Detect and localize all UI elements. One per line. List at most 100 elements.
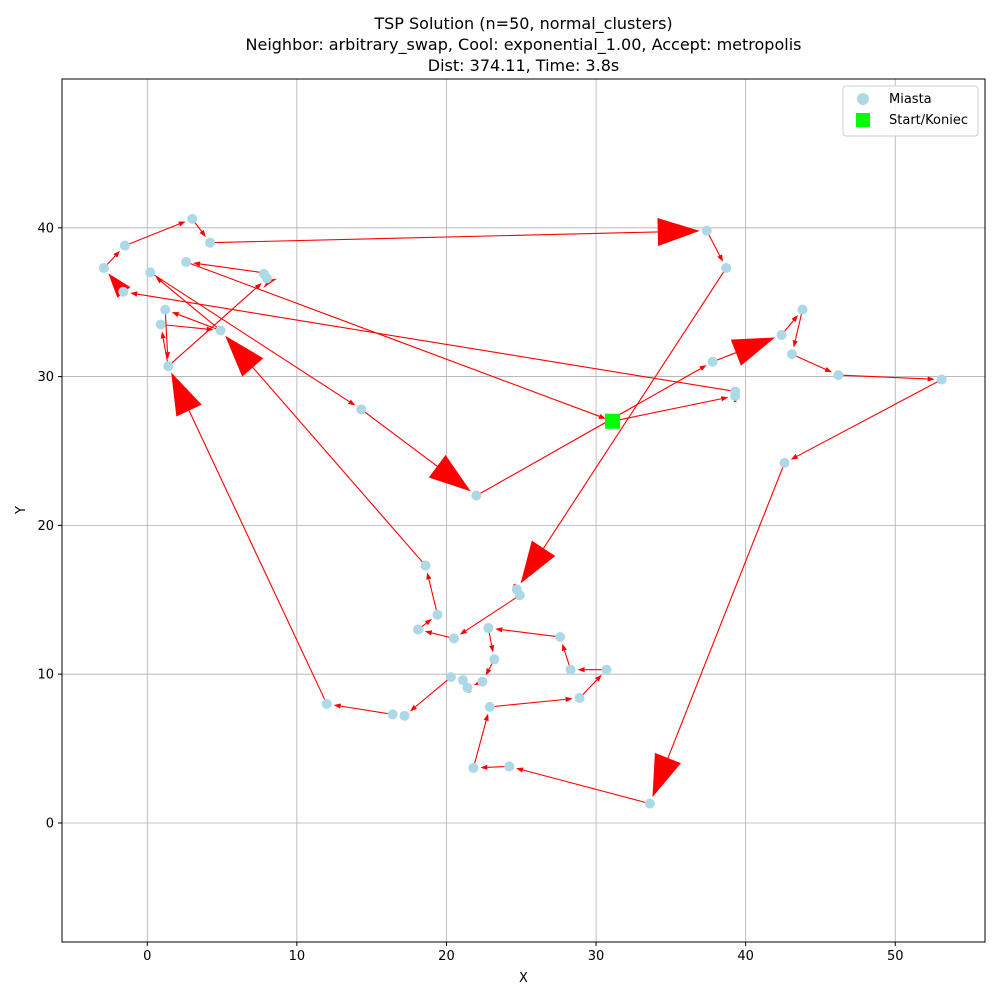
city-point — [258, 268, 269, 279]
route-segment — [210, 231, 658, 244]
city-point — [504, 761, 515, 772]
route-segment — [185, 261, 600, 417]
city-point — [484, 701, 495, 712]
x-tick-label: 0 — [143, 949, 151, 964]
route-arrowhead — [113, 250, 121, 258]
city-point — [118, 286, 129, 297]
route-segment — [791, 353, 826, 370]
axes-frame — [61, 78, 986, 943]
title-line-1: TSP Solution (n=50, normal_clusters) — [373, 14, 672, 34]
route-segment — [188, 410, 328, 705]
route-arrowhead — [155, 276, 163, 284]
route-arrowhead — [720, 396, 729, 402]
route-segment — [543, 267, 727, 549]
city-point — [489, 654, 500, 665]
route-arrowhead — [577, 667, 585, 673]
route-segment — [414, 676, 452, 708]
route-arrowhead — [483, 713, 489, 722]
city-point — [163, 361, 174, 372]
route-segment — [502, 629, 561, 638]
legend-box — [842, 85, 979, 137]
legend-label-cities: Miasta — [889, 92, 932, 107]
route-segment — [124, 223, 180, 247]
route-segment — [612, 398, 722, 422]
city-point — [644, 798, 655, 809]
city-point — [145, 267, 156, 278]
x-tick-label: 20 — [438, 949, 455, 964]
route-arrowhead — [657, 217, 700, 246]
route-segment — [796, 379, 942, 457]
legend-start-marker — [856, 113, 870, 127]
city-point — [457, 675, 468, 686]
route-arrowhead — [717, 254, 723, 262]
route-segment — [340, 705, 393, 715]
route-arrowhead — [652, 752, 681, 798]
legend: Miasta Start/Koniec — [842, 85, 979, 137]
city-point — [468, 762, 479, 773]
x-ticks: 0 10 20 30 40 50 — [143, 942, 904, 964]
route-segment — [465, 594, 521, 632]
route-segment — [160, 323, 207, 330]
x-axis-label: X — [519, 971, 528, 986]
grid — [62, 79, 985, 942]
route-arrowhead — [171, 312, 180, 317]
city-point — [462, 682, 473, 693]
route-segment — [794, 309, 804, 341]
start-marker-group — [605, 413, 621, 429]
y-tick-label: 40 — [37, 221, 54, 236]
y-axis-label: Y — [14, 506, 29, 515]
start-marker — [605, 413, 621, 429]
chart-title: TSP Solution (n=50, normal_clusters) Nei… — [246, 14, 802, 75]
route-segment — [252, 367, 426, 566]
city-point — [601, 664, 612, 675]
legend-city-marker — [857, 93, 869, 105]
city-point — [555, 631, 566, 642]
route-arrowhead — [699, 365, 707, 371]
route-arrowhead — [171, 372, 202, 417]
route-segment — [149, 271, 350, 403]
route-arrowhead — [333, 703, 342, 709]
route-segment — [164, 309, 169, 353]
city-point — [413, 624, 424, 635]
city-point — [98, 262, 109, 273]
route-segment — [167, 287, 257, 367]
route-arrowhead — [598, 413, 606, 419]
city-point — [445, 672, 456, 683]
route-segment — [137, 293, 736, 393]
route-arrowhead — [594, 674, 602, 682]
route-arrowhead — [790, 454, 799, 460]
city-point — [797, 304, 808, 315]
route-arrowhead — [520, 540, 556, 584]
city-point — [707, 356, 718, 367]
route-segment — [472, 720, 487, 769]
route-path — [103, 217, 942, 805]
city-points — [98, 213, 947, 809]
route-arrowhead — [263, 278, 278, 288]
city-point — [721, 262, 732, 273]
city-point — [787, 349, 798, 360]
route-arrowhead — [426, 572, 432, 580]
x-tick-label: 10 — [289, 949, 306, 964]
route-arrowhead — [459, 628, 468, 635]
city-point — [356, 404, 367, 415]
route-arrowhead — [199, 229, 206, 238]
city-point — [833, 370, 844, 381]
city-point — [215, 325, 226, 336]
city-point — [701, 225, 712, 236]
route-arrowhead — [348, 399, 356, 406]
city-point — [187, 213, 198, 224]
city-point — [565, 664, 576, 675]
route-arrowhead — [561, 643, 567, 652]
city-point — [321, 698, 332, 709]
route-arrowhead — [824, 366, 833, 373]
route-arrowhead — [409, 704, 417, 712]
legend-label-start: Start/Koniec — [889, 113, 968, 128]
city-point — [448, 633, 459, 644]
route-arrowhead — [225, 335, 264, 377]
route-arrowhead — [130, 291, 138, 297]
title-line-3: Dist: 374.11, Time: 3.8s — [428, 56, 619, 75]
route-segment — [476, 368, 701, 497]
route-segment — [428, 579, 439, 615]
route-segment — [160, 280, 221, 331]
city-point — [387, 709, 398, 720]
